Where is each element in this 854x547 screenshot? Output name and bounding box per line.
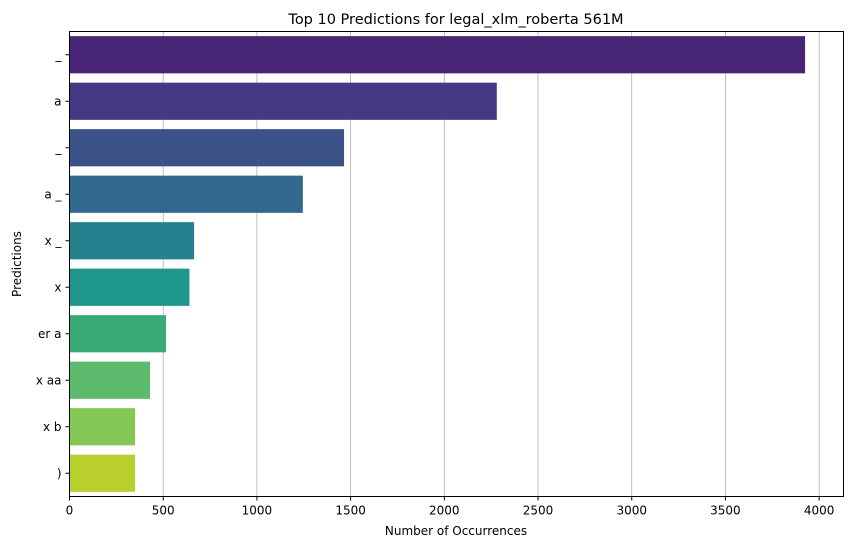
x-tick-label: 500 xyxy=(152,504,175,518)
plot-frame xyxy=(69,31,844,497)
x-axis-ticks: 0 500 1000 1500 2000 2500 3000 3500 4000 xyxy=(66,496,835,518)
bars xyxy=(69,36,806,492)
bar xyxy=(69,129,345,167)
bar xyxy=(69,315,167,353)
y-tick-label: er a xyxy=(38,327,61,341)
bar xyxy=(69,36,806,74)
y-tick-label: x aa xyxy=(36,373,62,387)
y-tick-label: ) xyxy=(57,466,62,480)
chart-title: Top 10 Predictions for legal_xlm_roberta… xyxy=(287,12,623,28)
y-tick-label: x xyxy=(54,280,61,294)
y-tick-label: x _ xyxy=(45,234,63,248)
bar xyxy=(69,175,303,213)
x-tick-label: 3500 xyxy=(710,504,741,518)
y-tick-label: _ xyxy=(55,48,63,62)
bar xyxy=(69,268,190,306)
y-tick-label: a _ xyxy=(44,187,62,201)
x-tick-label: 0 xyxy=(66,504,74,518)
x-tick-label: 1000 xyxy=(242,504,273,518)
y-axis-label: Predictions xyxy=(10,231,24,297)
x-tick-label: 2500 xyxy=(523,504,554,518)
y-tick-label: x b xyxy=(43,420,62,434)
x-tick-label: 2000 xyxy=(429,504,460,518)
y-tick-label: a xyxy=(54,94,61,108)
x-axis-label: Number of Occurrences xyxy=(385,524,527,538)
y-tick-label: _ xyxy=(55,141,63,155)
bar xyxy=(69,361,151,399)
x-tick-label: 4000 xyxy=(804,504,835,518)
y-axis-ticks: _a_a _x _xer ax aax b) xyxy=(36,48,70,480)
x-tick-label: 1500 xyxy=(335,504,366,518)
x-tick-label: 3000 xyxy=(616,504,647,518)
bar xyxy=(69,82,497,120)
bar xyxy=(69,408,136,446)
bar xyxy=(69,222,195,260)
bar xyxy=(69,454,136,492)
